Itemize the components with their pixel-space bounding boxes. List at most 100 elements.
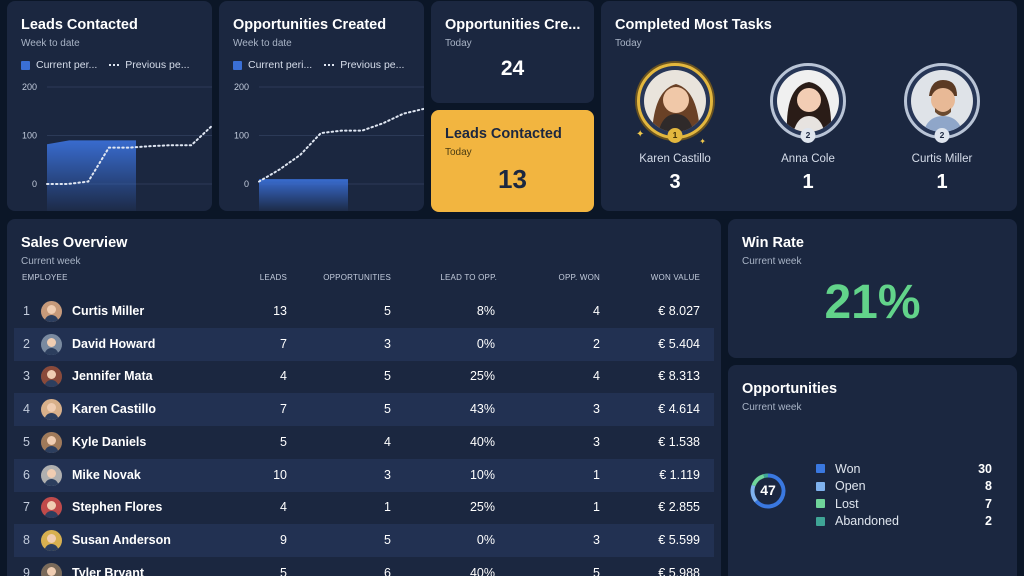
legend-current-label: Current peri... (248, 59, 313, 71)
top-performer-2[interactable]: 2 Anna Cole 1 (753, 63, 863, 194)
table-row[interactable]: 1 Curtis Miller 13 5 8% 4 € 8.027 (14, 295, 714, 328)
lead-to-opp-value: 40% (469, 565, 495, 576)
legend-swatch (816, 499, 825, 509)
won-value: € 8.027 (658, 304, 700, 318)
table-row[interactable]: 5 Kyle Daniels 5 4 40% 3 € 1.538 (14, 426, 714, 459)
col-header-opp-won[interactable]: OPP. WON (558, 273, 600, 282)
leads-value: 7 (280, 402, 287, 417)
chart-legend[interactable]: Current per... Previous pe... (21, 59, 189, 71)
completed-tasks-card: Completed Most Tasks Today 1 ✦ ✦ Karen C… (601, 1, 1017, 211)
opp-won-value: 5 (593, 565, 600, 576)
opportunities-today-card: Opportunities Cre... Today 24 (431, 1, 594, 103)
employee-name[interactable]: David Howard (72, 336, 156, 351)
leads-value: 7 (280, 336, 287, 351)
avatar: 2 (904, 63, 980, 143)
card-subtitle: Current week (21, 256, 81, 267)
table-row[interactable]: 7 Stephen Flores 4 1 25% 1 € 2.855 (14, 491, 714, 524)
won-value: € 5.988 (658, 565, 700, 576)
donut-slice-abandoned[interactable] (763, 473, 769, 478)
employee-name[interactable]: Stephen Flores (72, 500, 163, 515)
col-header-lead-to-opp[interactable]: LEAD TO OPP. (440, 273, 497, 282)
employee-name[interactable]: Jennifer Mata (72, 369, 153, 384)
table-row[interactable]: 8 Susan Anderson 9 5 0% 3 € 5.599 (14, 523, 714, 557)
won-value: € 1.538 (658, 434, 700, 449)
employee-name[interactable]: Tyler Bryant (72, 565, 145, 576)
legend-item[interactable]: Open 8 (816, 478, 992, 496)
card-title: Opportunities Cre... (445, 17, 581, 33)
card-subtitle: Current week (742, 402, 802, 413)
previous-period-swatch (324, 64, 335, 66)
y-tick-label: 100 (22, 131, 37, 141)
chart-legend[interactable]: Current peri... Previous pe... (233, 59, 404, 71)
row-index: 5 (23, 434, 30, 449)
task-count: 3 (669, 171, 681, 193)
y-tick-label: 200 (22, 82, 37, 92)
rank-badge: 2 (934, 128, 950, 143)
employee-name[interactable]: Susan Anderson (72, 532, 171, 547)
opportunities-value: 3 (384, 336, 391, 351)
opportunities-today-value: 24 (500, 57, 525, 80)
avatar-photo (777, 70, 839, 132)
card-title: Sales Overview (21, 235, 128, 251)
row-index: 2 (23, 336, 30, 351)
legend-item[interactable]: Abandoned 2 (816, 513, 992, 531)
sparkle-icon: ✦ (699, 137, 706, 146)
employee-avatar (41, 497, 62, 519)
opp-won-value: 4 (593, 304, 600, 318)
leads-value: 10 (273, 467, 287, 482)
employee-name[interactable]: Karen Castillo (72, 402, 157, 417)
sparkle-icon: ✦ (636, 129, 645, 140)
previous-period-line[interactable] (46, 124, 212, 185)
top-performer-1[interactable]: 1 ✦ ✦ Karen Castillo 3 (620, 63, 730, 194)
col-header-employee[interactable]: EMPLOYEE (22, 273, 68, 282)
current-period-area[interactable] (47, 140, 136, 211)
won-value: € 5.599 (658, 532, 700, 547)
legend-current-label: Current per... (36, 59, 98, 71)
employee-avatar (41, 464, 62, 486)
opportunities-value: 5 (384, 369, 391, 384)
card-title: Opportunities (742, 381, 838, 397)
col-header-won-value[interactable]: WON VALUE (650, 273, 700, 282)
card-subtitle: Week to date (21, 38, 80, 49)
col-header-leads[interactable]: LEADS (259, 273, 287, 282)
employee-name[interactable]: Mike Novak (72, 467, 141, 482)
row-index: 6 (23, 467, 30, 482)
y-tick-label: 100 (234, 131, 249, 141)
row-index: 7 (23, 500, 30, 515)
legend-value: 2 (985, 514, 992, 529)
legend-swatch (816, 481, 825, 491)
table-row[interactable]: 6 Mike Novak 10 3 10% 1 € 1.119 (14, 458, 714, 492)
table-row[interactable]: 4 Karen Castillo 7 5 43% 3 € 4.614 (14, 393, 714, 427)
table-row[interactable]: 9 Tyler Bryant 5 6 40% 5 € 5.988 (14, 557, 714, 576)
legend-item[interactable]: Won 30 (816, 460, 992, 478)
card-subtitle: Today (445, 147, 472, 158)
table-row[interactable]: 2 David Howard 7 3 0% 2 € 5.404 (14, 327, 714, 361)
opportunities-value: 6 (384, 565, 391, 576)
row-index: 3 (23, 369, 30, 384)
leads-value: 5 (280, 565, 287, 576)
current-period-area[interactable] (259, 179, 348, 211)
donut-slice-open[interactable] (750, 484, 758, 503)
opportunities-created-week-card: Opportunities Created Week to date Curre… (219, 1, 424, 211)
card-subtitle: Today (445, 38, 472, 49)
avatar-photo (911, 70, 973, 132)
opp-won-value: 4 (593, 369, 600, 384)
table-row[interactable]: 3 Jennifer Mata 4 5 25% 4 € 8.313 (14, 360, 714, 393)
donut-slice-lost[interactable] (751, 474, 765, 487)
leads-today-card: Leads Contacted Today 13 (431, 110, 594, 212)
leads-value: 5 (280, 434, 287, 449)
donut-slice-won[interactable] (754, 473, 786, 509)
top-performer-3[interactable]: 2 Curtis Miller 1 (887, 63, 997, 194)
card-subtitle: Current week (742, 256, 802, 267)
employee-name[interactable]: Curtis Miller (72, 304, 145, 318)
leads-value: 4 (280, 369, 287, 384)
avatar: 2 (770, 63, 846, 143)
lead-to-opp-value: 0% (476, 532, 495, 547)
task-count: 1 (802, 171, 814, 193)
legend-item[interactable]: Lost 7 (816, 495, 992, 513)
lead-to-opp-value: 0% (476, 336, 495, 351)
previous-period-line[interactable] (258, 107, 424, 183)
col-header-opportunities[interactable]: OPPORTUNITIES (323, 273, 391, 282)
employee-name[interactable]: Kyle Daniels (72, 434, 147, 449)
legend-swatch (816, 464, 825, 474)
